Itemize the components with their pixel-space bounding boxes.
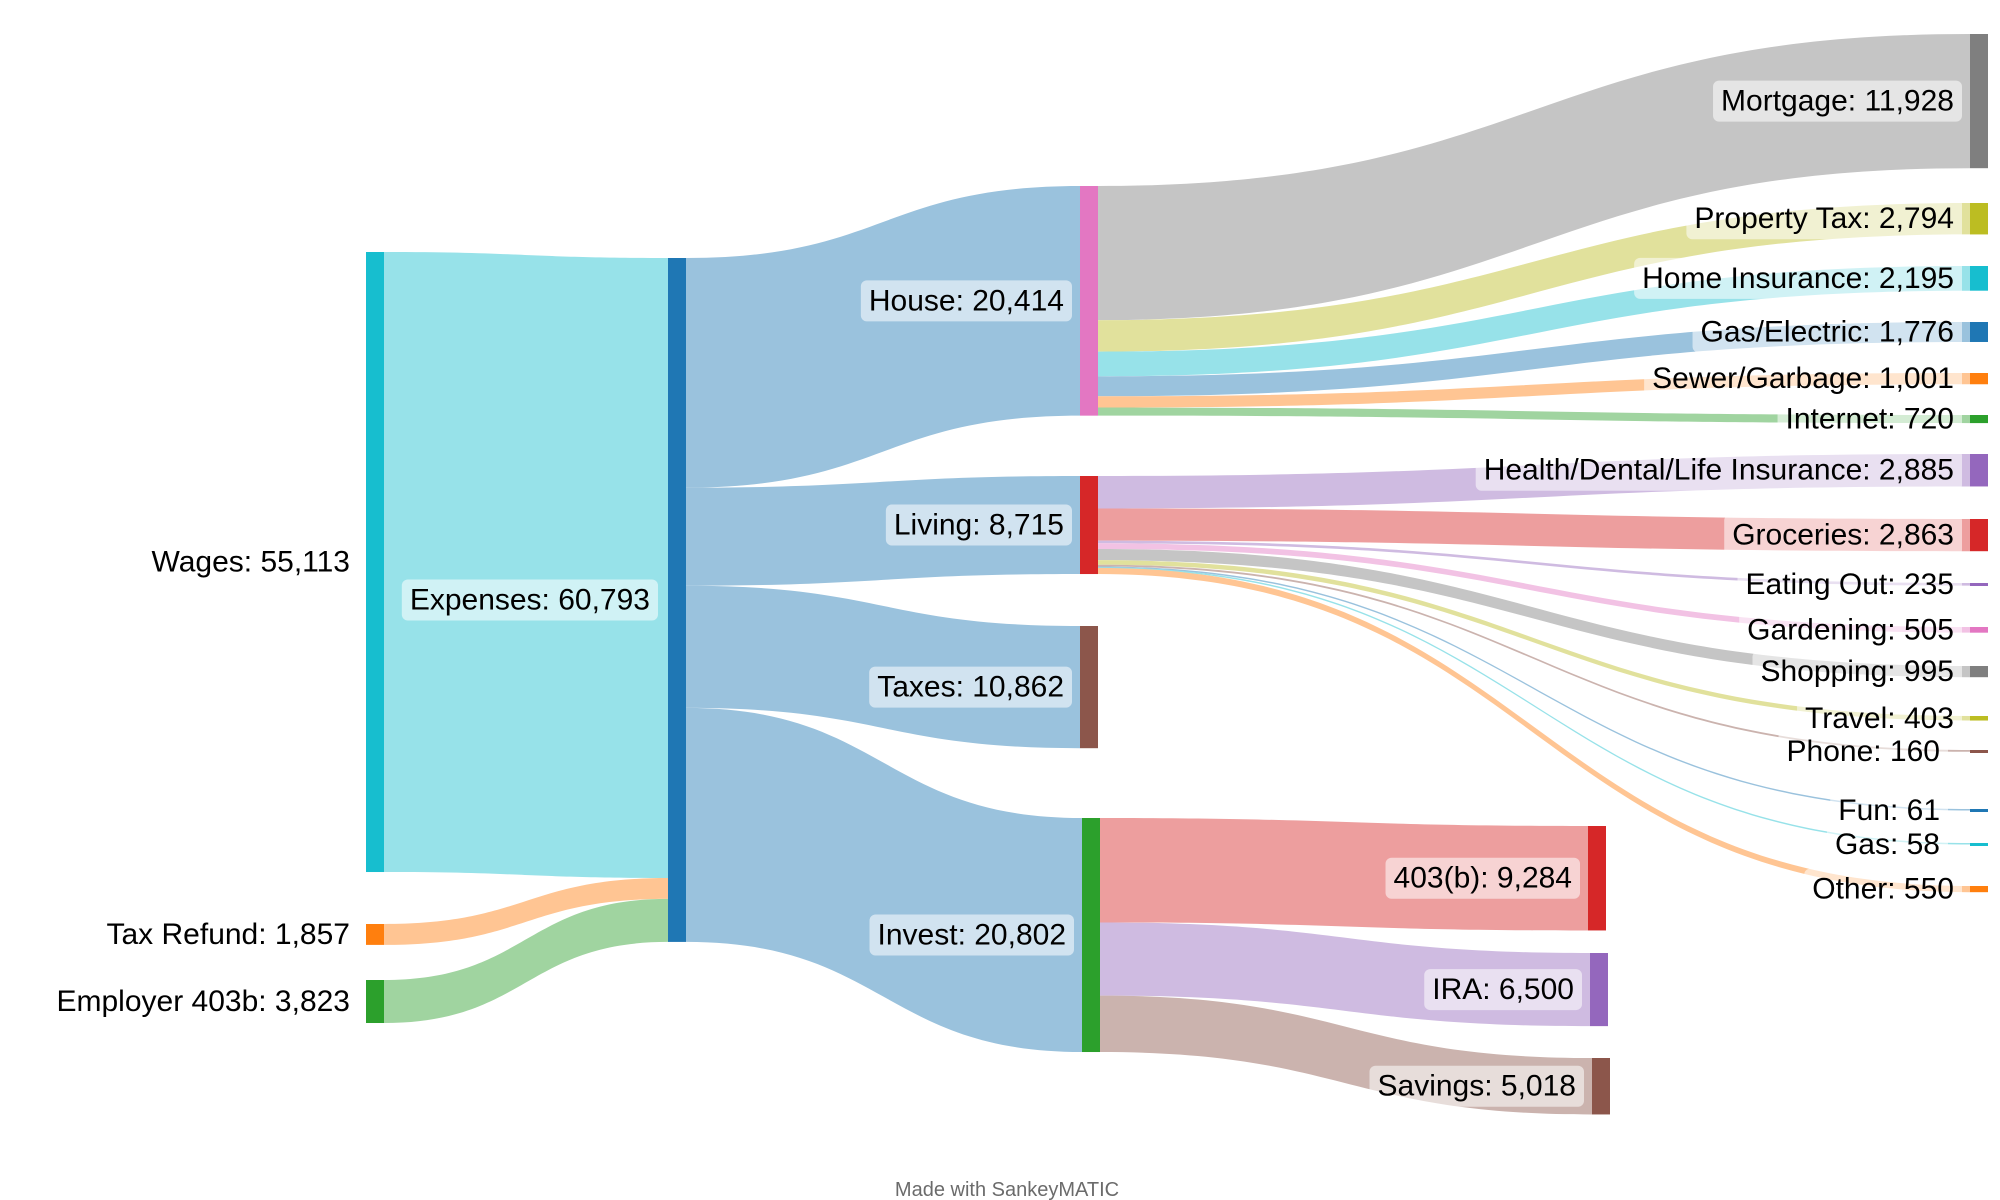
node-taxes — [1080, 626, 1098, 748]
node-proptax — [1970, 203, 1988, 234]
node-health — [1970, 454, 1988, 486]
label-shopping: Shopping: 995 — [1760, 655, 1954, 688]
label-gardening: Gardening: 505 — [1747, 613, 1954, 646]
node-savings — [1592, 1058, 1610, 1114]
node-expenses — [668, 258, 686, 942]
node-mortgage — [1970, 34, 1988, 168]
label-mortgage: Mortgage: 11,928 — [1721, 85, 1954, 118]
label-homeins: Home Insurance: 2,195 — [1642, 262, 1954, 295]
node-wages — [366, 252, 384, 872]
node-b403 — [1588, 826, 1606, 930]
node-travel — [1970, 716, 1988, 721]
node-gardening — [1970, 627, 1988, 633]
node-other — [1970, 886, 1988, 892]
label-savings: Savings: 5,018 — [1378, 1070, 1576, 1103]
label-gas: Gas: 58 — [1835, 828, 1940, 861]
label-phone: Phone: 160 — [1787, 735, 1940, 768]
node-ira — [1590, 953, 1608, 1026]
node-sewer — [1970, 373, 1988, 384]
label-invest: Invest: 20,802 — [878, 919, 1066, 952]
label-gaselec: Gas/Electric: 1,776 — [1701, 315, 1954, 348]
node-living — [1080, 476, 1098, 574]
label-expenses: Expenses: 60,793 — [410, 583, 650, 616]
node-groceries — [1970, 519, 1988, 551]
label-sewer: Sewer/Garbage: 1,001 — [1652, 362, 1954, 395]
label-travel: Travel: 403 — [1805, 702, 1954, 735]
label-wages: Wages: 55,113 — [152, 546, 350, 579]
node-employer — [366, 980, 384, 1023]
label-b403: 403(b): 9,284 — [1394, 862, 1572, 895]
label-health: Health/Dental/Life Insurance: 2,885 — [1484, 454, 1954, 487]
label-internet: Internet: 720 — [1786, 403, 1954, 436]
label-refund: Tax Refund: 1,857 — [106, 918, 350, 951]
flow-wages-to-expenses — [384, 252, 668, 878]
node-fun — [1970, 809, 1988, 812]
label-employer: Employer 403b: 3,823 — [56, 985, 350, 1018]
flow-expenses-to-invest — [686, 708, 1082, 1052]
node-gas — [1970, 843, 1988, 846]
credit-text: Made with SankeyMATIC — [895, 1179, 1119, 1200]
label-eating: Eating Out: 235 — [1746, 568, 1954, 601]
label-fun: Fun: 61 — [1838, 794, 1940, 827]
node-shopping — [1970, 666, 1988, 677]
node-internet — [1970, 415, 1988, 423]
label-other: Other: 550 — [1812, 873, 1954, 906]
node-gaselec — [1970, 322, 1988, 342]
label-house: House: 20,414 — [869, 284, 1064, 317]
label-proptax: Property Tax: 2,794 — [1694, 202, 1954, 235]
node-house — [1080, 186, 1098, 416]
flows — [384, 34, 1970, 1114]
node-refund — [366, 924, 384, 945]
label-living: Living: 8,715 — [894, 509, 1064, 542]
node-homeins — [1970, 266, 1988, 291]
node-eating — [1970, 583, 1988, 586]
flow-expenses-to-house — [686, 186, 1080, 488]
label-taxes: Taxes: 10,862 — [877, 671, 1064, 704]
label-ira: IRA: 6,500 — [1432, 973, 1574, 1006]
label-groceries: Groceries: 2,863 — [1732, 519, 1954, 552]
node-phone — [1970, 750, 1988, 753]
node-invest — [1082, 818, 1100, 1052]
